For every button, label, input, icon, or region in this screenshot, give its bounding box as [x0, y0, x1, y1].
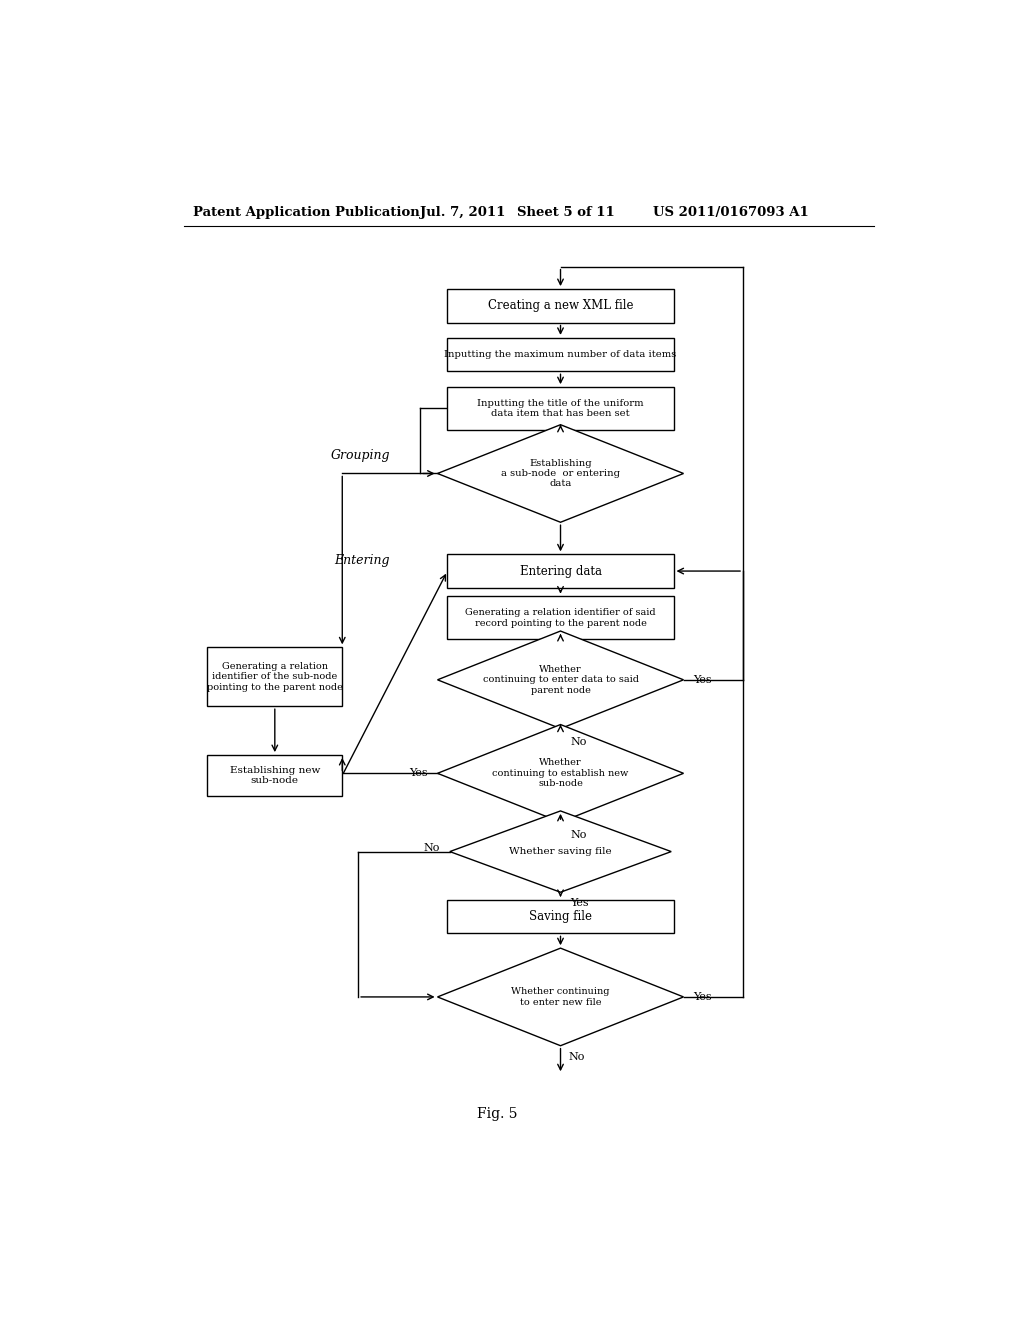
FancyBboxPatch shape — [447, 900, 674, 933]
FancyBboxPatch shape — [447, 554, 674, 587]
FancyBboxPatch shape — [207, 755, 342, 796]
Text: Inputting the title of the uniform
data item that has been set: Inputting the title of the uniform data … — [477, 399, 644, 418]
Text: No: No — [568, 1052, 585, 1061]
Text: Entering: Entering — [335, 554, 390, 568]
Polygon shape — [437, 725, 684, 822]
Text: Whether saving file: Whether saving file — [509, 847, 611, 857]
Text: No: No — [570, 830, 587, 841]
FancyBboxPatch shape — [447, 289, 674, 322]
Text: Entering data: Entering data — [519, 565, 601, 578]
Text: Yes: Yes — [693, 675, 712, 685]
Text: Inputting the maximum number of data items: Inputting the maximum number of data ite… — [444, 350, 677, 359]
Polygon shape — [437, 631, 684, 729]
Text: Yes: Yes — [570, 899, 589, 908]
Text: No: No — [570, 737, 587, 747]
Text: Saving file: Saving file — [529, 909, 592, 923]
Text: Whether
continuing to establish new
sub-node: Whether continuing to establish new sub-… — [493, 759, 629, 788]
Text: No: No — [424, 842, 440, 853]
Text: US 2011/0167093 A1: US 2011/0167093 A1 — [653, 206, 809, 219]
Text: Creating a new XML file: Creating a new XML file — [487, 300, 633, 313]
Polygon shape — [437, 425, 684, 523]
FancyBboxPatch shape — [447, 387, 674, 430]
Text: Whether
continuing to enter data to said
parent node: Whether continuing to enter data to said… — [482, 665, 639, 694]
FancyBboxPatch shape — [207, 647, 342, 706]
Text: Yes: Yes — [693, 991, 712, 1002]
Text: Yes: Yes — [410, 768, 428, 779]
FancyBboxPatch shape — [447, 597, 674, 639]
Text: Establishing
a sub-node  or entering
data: Establishing a sub-node or entering data — [501, 458, 620, 488]
Text: Sheet 5 of 11: Sheet 5 of 11 — [517, 206, 614, 219]
Text: Generating a relation identifier of said
record pointing to the parent node: Generating a relation identifier of said… — [465, 609, 655, 627]
Text: Fig. 5: Fig. 5 — [477, 1106, 517, 1121]
Text: Whether continuing
to enter new file: Whether continuing to enter new file — [511, 987, 609, 1007]
Polygon shape — [437, 948, 684, 1045]
Text: Jul. 7, 2011: Jul. 7, 2011 — [420, 206, 506, 219]
Text: Patent Application Publication: Patent Application Publication — [194, 206, 420, 219]
Text: Establishing new
sub-node: Establishing new sub-node — [229, 766, 321, 785]
Text: Grouping: Grouping — [331, 449, 390, 462]
Polygon shape — [450, 810, 671, 892]
Text: Generating a relation
identifier of the sub-node
pointing to the parent node: Generating a relation identifier of the … — [207, 661, 343, 692]
FancyBboxPatch shape — [447, 338, 674, 371]
